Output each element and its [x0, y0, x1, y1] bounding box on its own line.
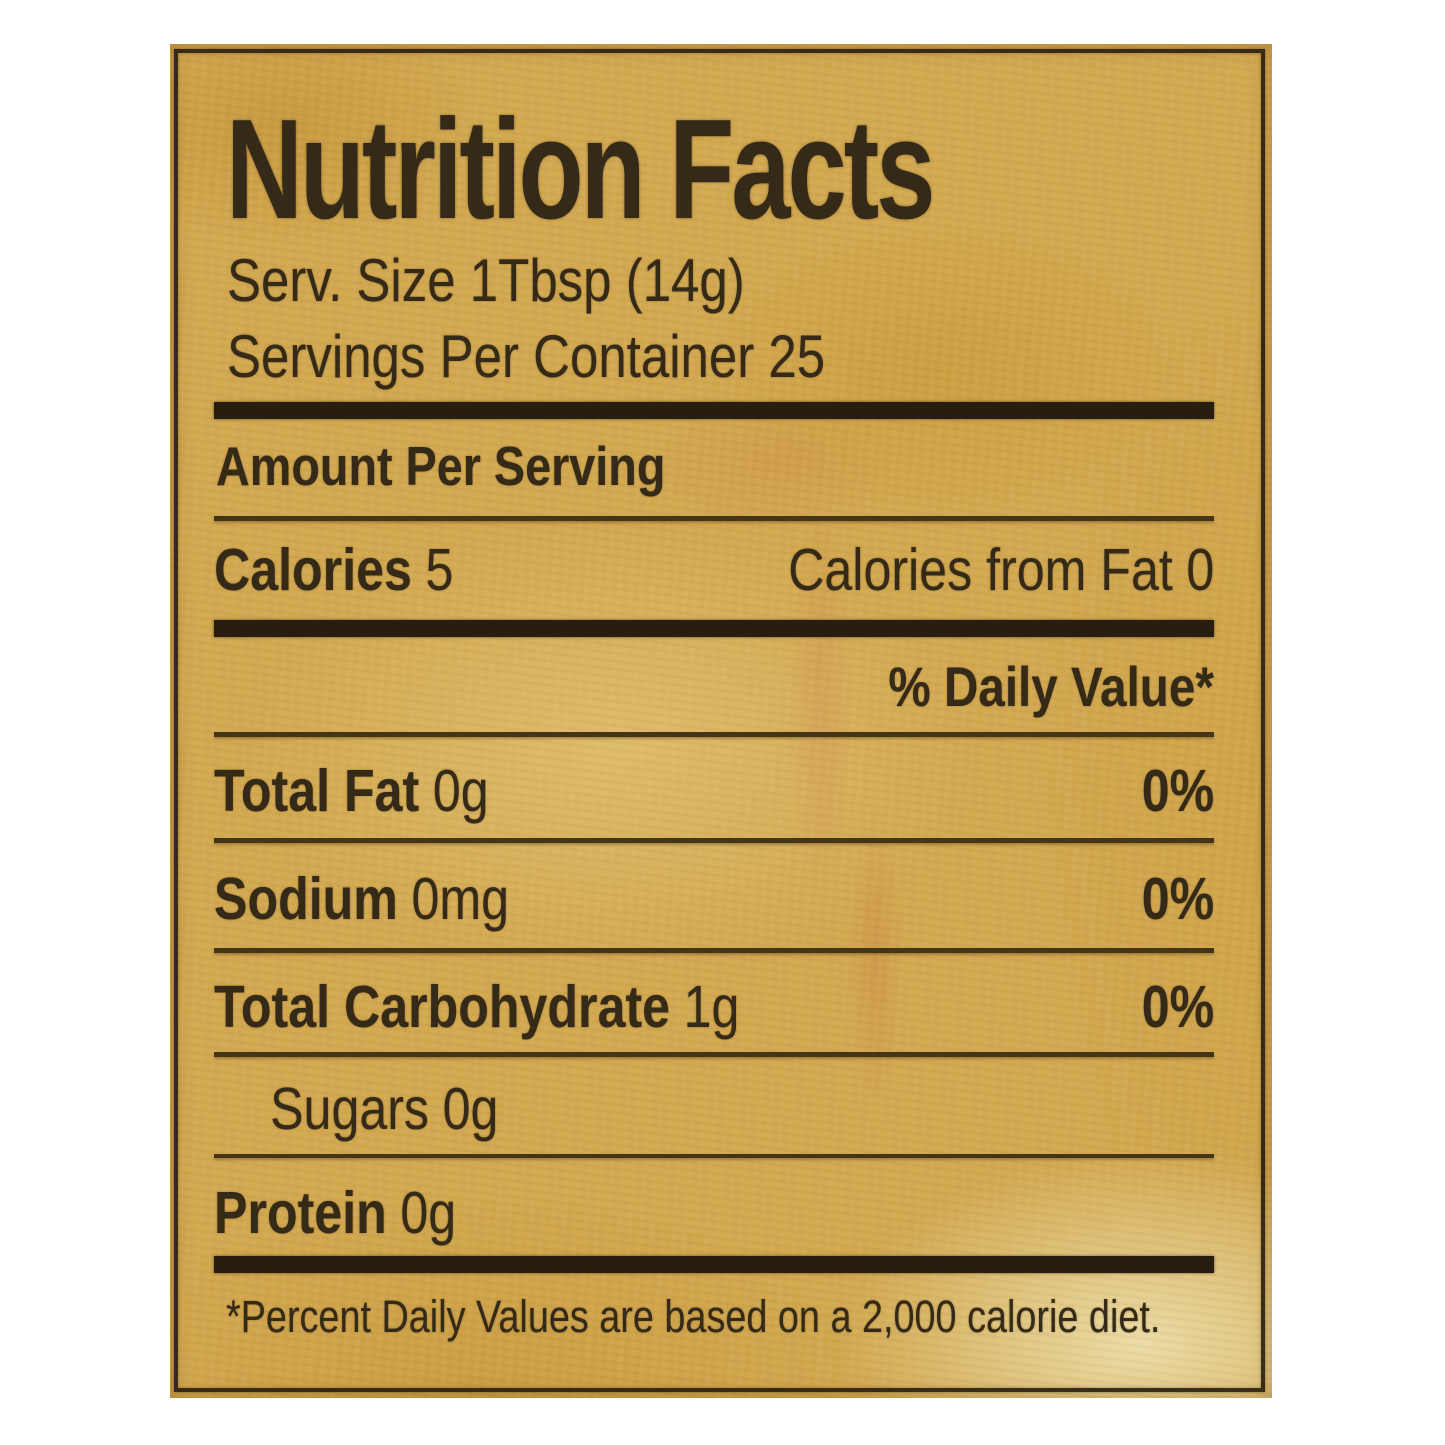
- calories-value: 5: [425, 537, 454, 603]
- calories-row: Calories 5 Calories from Fat 0: [214, 536, 1214, 604]
- calories-from-fat-label: Calories from Fat: [787, 537, 1173, 603]
- nutrient-amount: 0g: [400, 1180, 457, 1246]
- amount-per-serving-text: Amount Per Serving: [216, 435, 666, 497]
- nutrition-label-paper: Nutrition Facts Serv. Size 1Tbsp (14g) S…: [170, 44, 1272, 1398]
- servings-per-container-text: Servings Per Container 25: [227, 323, 826, 390]
- label-content: Nutrition Facts Serv. Size 1Tbsp (14g) S…: [214, 44, 1214, 1398]
- divider-thin-4: [214, 948, 1214, 953]
- daily-value-header-line: % Daily Value*: [214, 654, 1214, 720]
- calories-group: Calories 5: [214, 536, 453, 604]
- amount-per-serving-line: Amount Per Serving: [216, 434, 1214, 498]
- nutrient-daily-value: 0%: [1141, 866, 1214, 932]
- label-title: Nutrition Facts: [226, 90, 935, 249]
- serving-size-text: Serv. Size 1Tbsp (14g): [227, 247, 745, 314]
- footnote: *Percent Daily Values are based on a 2,0…: [226, 1291, 1161, 1342]
- calories-label: Calories: [214, 537, 412, 603]
- nutrient-name-group: Total Fat 0g: [214, 756, 489, 826]
- nutrient-row-protein: Protein 0g: [214, 1178, 1214, 1248]
- nutrient-row-sodium: Sodium 0mg 0%: [214, 864, 1214, 934]
- nutrient-row-total-fat: Total Fat 0g 0%: [214, 756, 1214, 826]
- servings-per-container-line: Servings Per Container 25: [227, 322, 1214, 392]
- nutrient-name-group: Sodium 0mg: [214, 864, 509, 934]
- nutrient-name: Protein: [214, 1180, 387, 1246]
- nutrient-amount: 0mg: [411, 866, 510, 932]
- nutrient-name: Total Carbohydrate: [214, 974, 671, 1040]
- divider-thick-top: [214, 402, 1214, 419]
- divider-thin-1: [214, 516, 1214, 521]
- nutrient-name: Total Fat: [214, 758, 420, 824]
- nutrient-row-sugars: Sugars 0g: [214, 1074, 1214, 1144]
- nutrient-name-group: Sugars 0g: [214, 1074, 498, 1144]
- nutrient-daily-value: 0%: [1141, 974, 1214, 1040]
- nutrient-amount: 0g: [432, 758, 489, 824]
- calories-from-fat-group: Calories from Fat 0: [788, 536, 1214, 604]
- divider-thin-5: [214, 1052, 1214, 1057]
- nutrient-row-total-carbohydrate: Total Carbohydrate 1g 0%: [214, 972, 1214, 1042]
- nutrient-amount: 0g: [442, 1076, 499, 1142]
- serving-size-line: Serv. Size 1Tbsp (14g): [227, 246, 1214, 316]
- nutrient-daily-value: 0%: [1141, 758, 1214, 824]
- nutrient-amount: 1g: [683, 974, 740, 1040]
- divider-thin-6: [214, 1154, 1214, 1158]
- daily-value-header-text: % Daily Value*: [888, 655, 1214, 718]
- nutrient-name: Sugars: [270, 1076, 430, 1142]
- divider-thin-2: [214, 732, 1214, 737]
- divider-thick-bottom: [214, 1256, 1214, 1273]
- divider-thick-middle: [214, 620, 1214, 637]
- calories-from-fat-value: 0: [1186, 537, 1214, 603]
- nutrient-name-group: Protein 0g: [214, 1178, 456, 1248]
- nutrient-name-group: Total Carbohydrate 1g: [214, 972, 739, 1042]
- nutrient-name: Sodium: [214, 866, 398, 932]
- divider-thin-3: [214, 838, 1214, 843]
